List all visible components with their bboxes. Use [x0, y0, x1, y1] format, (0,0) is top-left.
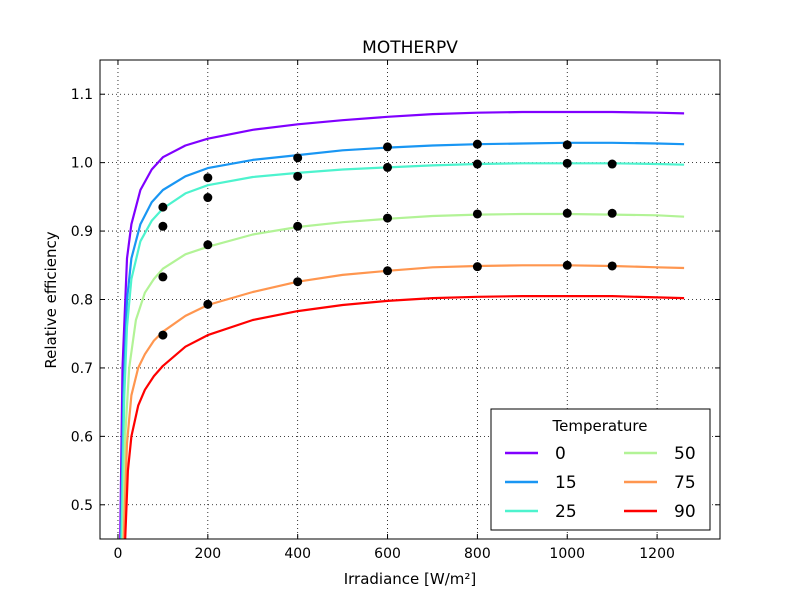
data-point-15 [293, 153, 303, 163]
series-lines [119, 110, 685, 539]
y-tick-label: 0.5 [71, 498, 93, 514]
legend-label-50: 50 [674, 444, 696, 464]
y-tick-label: 1.0 [71, 156, 93, 172]
data-point-25 [203, 193, 213, 203]
legend-title: Temperature [551, 417, 647, 435]
data-point-25 [383, 162, 393, 172]
data-point-25 [293, 171, 303, 181]
chart-title: MOTHERPV [362, 38, 458, 58]
data-point-75 [158, 330, 168, 340]
y-tick-label: 0.6 [71, 429, 93, 445]
x-tick-label: 1200 [639, 546, 675, 562]
x-tick-label: 800 [464, 546, 491, 562]
data-point-50 [607, 208, 617, 218]
data-point-50 [158, 272, 168, 282]
series-points [158, 139, 617, 340]
x-tick-label: 1000 [549, 546, 585, 562]
data-point-15 [472, 139, 482, 149]
data-point-15 [203, 173, 213, 183]
x-tick-label: 200 [194, 546, 221, 562]
series-line-15 [120, 141, 685, 539]
legend-label-0: 0 [555, 444, 566, 464]
y-axis: 0.5 0.6 0.7 0.8 0.9 1.0 1.1 [71, 87, 720, 514]
legend-label-25: 25 [555, 502, 577, 522]
legend: Temperature 0 15 25 50 75 90 [490, 408, 711, 531]
series-line-90 [124, 295, 685, 539]
data-point-75 [562, 260, 572, 270]
y-tick-label: 1.1 [71, 87, 93, 103]
legend-items: 0 15 25 50 75 90 [505, 444, 696, 522]
data-point-15 [158, 202, 168, 212]
data-point-25 [158, 221, 168, 231]
data-point-15 [383, 142, 393, 152]
y-tick-label: 0.8 [71, 293, 93, 309]
data-point-75 [472, 262, 482, 272]
series-line-25 [120, 162, 685, 539]
x-tick-label: 400 [284, 546, 311, 562]
data-point-75 [607, 261, 617, 271]
series-line-0 [119, 110, 685, 539]
data-point-50 [383, 213, 393, 223]
series-line-50 [121, 212, 685, 539]
legend-label-75: 75 [674, 473, 696, 493]
data-point-75 [293, 277, 303, 287]
x-axis-label: Irradiance [W/m²] [344, 570, 477, 588]
data-point-25 [562, 158, 572, 168]
x-tick-label: 0 [114, 546, 123, 562]
y-axis-label: Relative efficiency [42, 231, 60, 368]
x-axis: 0 200 400 600 800 1000 1200 [114, 60, 675, 562]
series-line-75 [122, 264, 685, 539]
data-point-75 [383, 266, 393, 276]
data-point-15 [562, 140, 572, 150]
data-point-50 [293, 221, 303, 231]
legend-label-90: 90 [674, 502, 696, 522]
y-tick-label: 0.7 [71, 361, 93, 377]
y-tick-label: 0.9 [71, 224, 93, 240]
data-point-50 [203, 240, 213, 250]
legend-label-15: 15 [555, 473, 577, 493]
data-point-50 [472, 209, 482, 219]
x-tick-label: 600 [374, 546, 401, 562]
data-point-25 [607, 159, 617, 169]
data-point-50 [562, 208, 572, 218]
data-point-25 [472, 159, 482, 169]
data-point-75 [203, 299, 213, 309]
